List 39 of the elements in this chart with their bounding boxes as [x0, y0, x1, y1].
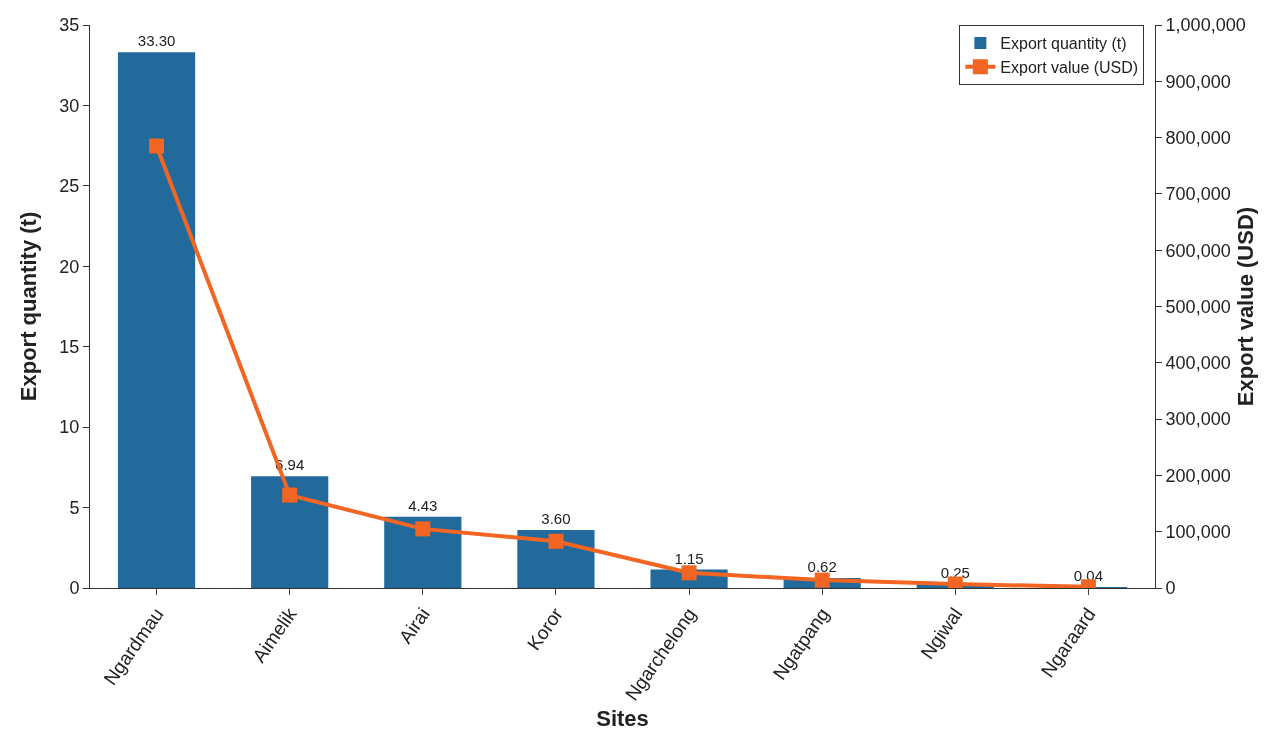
y-tick-label: 0 — [69, 578, 80, 599]
y2-tick-label: 100,000 — [1165, 522, 1231, 542]
data-label: 4.43 — [408, 496, 438, 514]
y-tick-label: 15 — [59, 337, 80, 358]
y2-tick-label: 900,000 — [1165, 71, 1231, 92]
point — [149, 138, 165, 154]
y2-tick-label: 500,000 — [1165, 296, 1231, 317]
y-tick-label: 30 — [59, 95, 80, 116]
data-label: 0.62 — [807, 558, 837, 576]
bar — [384, 516, 462, 588]
y-tick-label: 10 — [59, 417, 80, 438]
x-axis-title: Sites — [596, 706, 649, 732]
y-tick-label: 35 — [59, 15, 80, 36]
legend-label: Export quantity (t) — [1000, 35, 1127, 53]
data-label: 0.04 — [1073, 567, 1104, 584]
bar — [251, 476, 329, 588]
y2-tick-label: 400,000 — [1165, 353, 1231, 374]
point — [681, 565, 697, 581]
y2-tick-label: 300,000 — [1165, 409, 1231, 430]
legend-label: Export value (USD) — [1000, 58, 1139, 76]
y2-tick-label: 800,000 — [1165, 127, 1231, 148]
data-label: 1.15 — [674, 549, 704, 567]
bar — [117, 52, 196, 588]
y2-tick-label: 1,000,000 — [1165, 15, 1246, 36]
point — [415, 521, 431, 537]
y-tick-label: 25 — [59, 176, 80, 197]
data-label: 3.60 — [541, 510, 571, 528]
y-tick-label: 20 — [59, 256, 80, 277]
point — [282, 487, 298, 503]
y2-tick-label: 600,000 — [1165, 240, 1231, 261]
y2-axis-title: Export value (USD) — [1232, 206, 1258, 407]
y-tick-label: 5 — [69, 497, 80, 518]
data-label: 33.30 — [137, 32, 176, 50]
y-axis-title: Export quantity (t) — [16, 211, 41, 402]
point — [548, 533, 564, 549]
y2-tick-label: 200,000 — [1165, 465, 1231, 486]
point — [814, 572, 830, 588]
y2-tick-label: 0 — [1165, 578, 1176, 599]
y2-tick-label: 700,000 — [1165, 184, 1231, 205]
